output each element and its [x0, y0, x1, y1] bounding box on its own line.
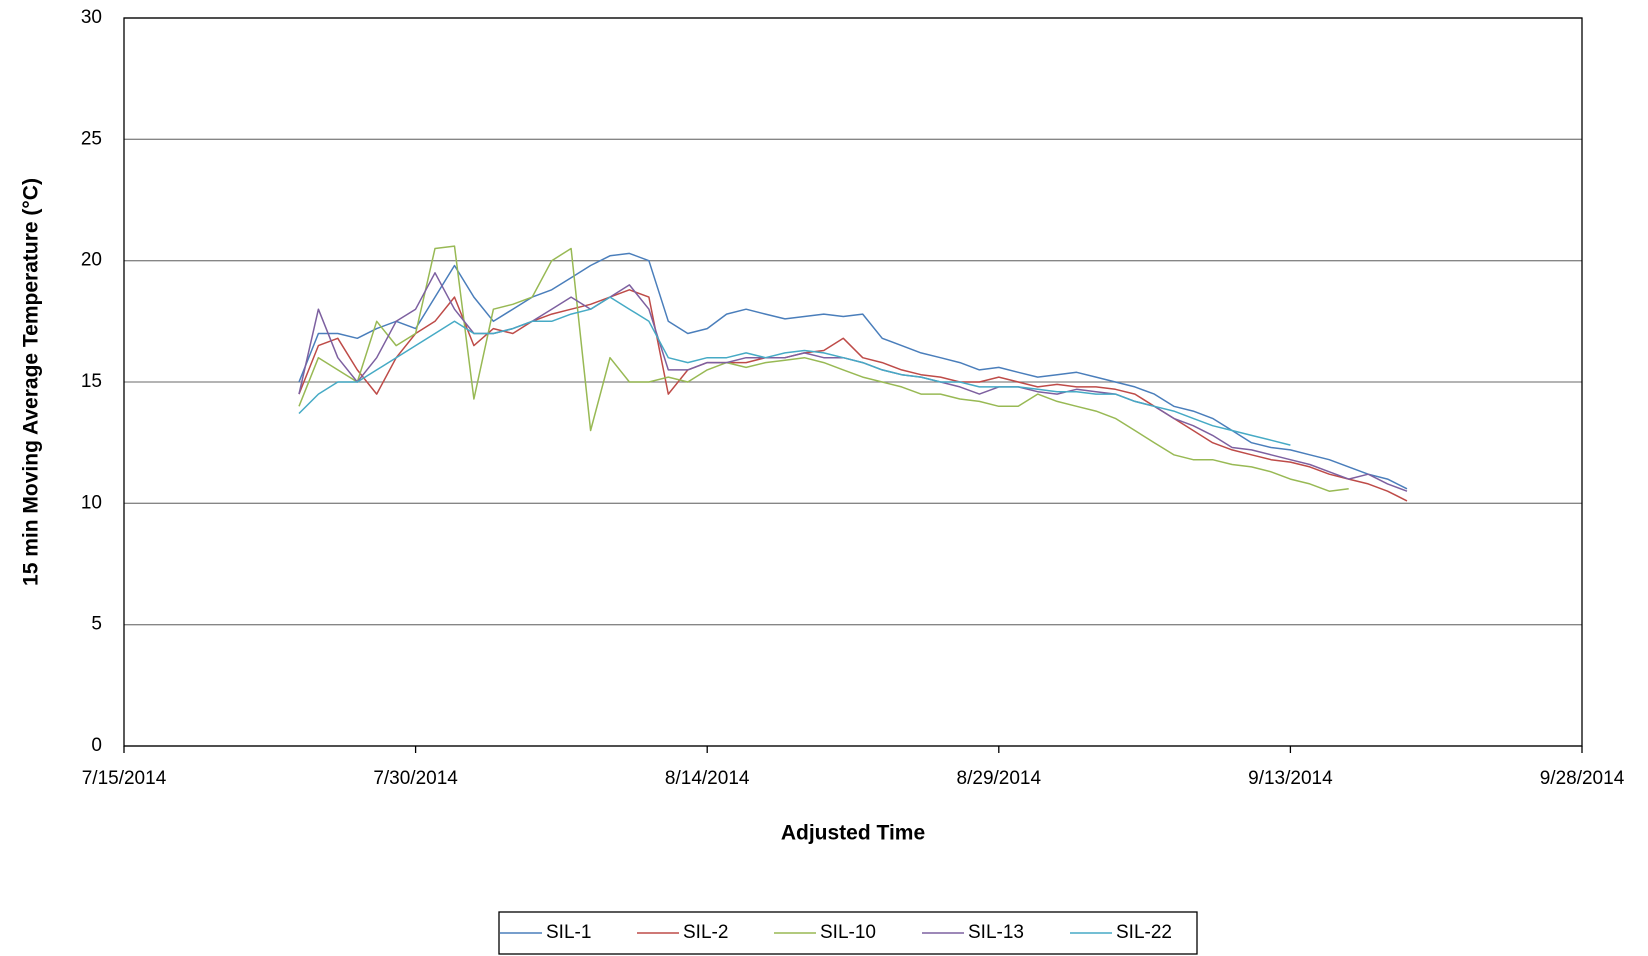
series-line [298, 289, 1408, 502]
legend-item: SIL-22 [1070, 922, 1172, 943]
y-tick-label: 20 [81, 250, 102, 271]
x-tick-label: 8/14/2014 [665, 768, 750, 789]
legend-label: SIL-13 [968, 922, 1024, 943]
y-tick-label: 25 [81, 128, 102, 149]
x-tick-label: 9/13/2014 [1248, 768, 1333, 789]
y-axis-title: 15 min Moving Average Temperature (°C) [20, 178, 43, 586]
series-line [298, 296, 1291, 446]
legend: SIL-1 SIL-2 SIL-10 SIL-13 SIL-22 [498, 911, 1198, 955]
y-tick-label: 10 [81, 492, 102, 513]
legend-item: SIL-10 [774, 922, 876, 943]
legend-item: SIL-1 [500, 922, 591, 943]
legend-item: SIL-2 [637, 922, 728, 943]
legend-item: SIL-13 [922, 922, 1024, 943]
series-line [298, 245, 1349, 492]
legend-label: SIL-22 [1116, 922, 1172, 943]
y-tick-label: 15 [81, 371, 102, 392]
legend-label: SIL-10 [820, 922, 876, 943]
y-tick-label: 0 [91, 735, 102, 756]
y-tick-label: 30 [81, 7, 102, 28]
x-tick-label: 9/28/2014 [1540, 768, 1625, 789]
y-tick-label: 5 [91, 614, 102, 635]
x-tick-label: 8/29/2014 [957, 768, 1042, 789]
x-axis-title: Adjusted Time [781, 822, 925, 845]
plot-frame [123, 17, 1583, 747]
legend-label: SIL-1 [546, 922, 591, 943]
x-tick-label: 7/30/2014 [373, 768, 458, 789]
x-tick-label: 7/15/2014 [82, 768, 167, 789]
series-line [298, 252, 1408, 490]
legend-label: SIL-2 [683, 922, 728, 943]
